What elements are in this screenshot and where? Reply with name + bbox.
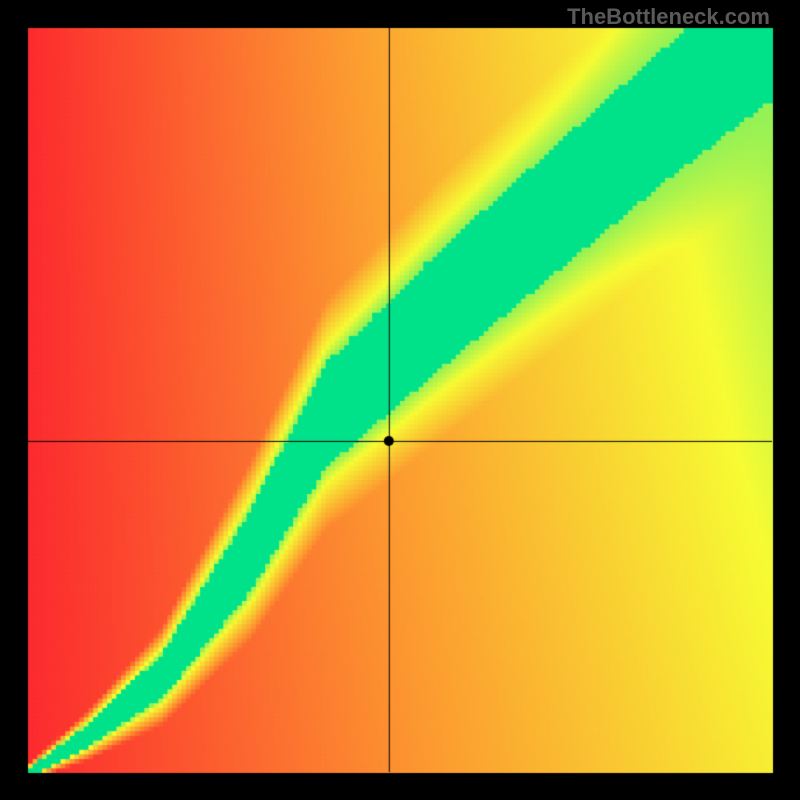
- bottleneck-heatmap: [0, 0, 800, 800]
- watermark-text: TheBottleneck.com: [567, 4, 770, 30]
- chart-container: TheBottleneck.com: [0, 0, 800, 800]
